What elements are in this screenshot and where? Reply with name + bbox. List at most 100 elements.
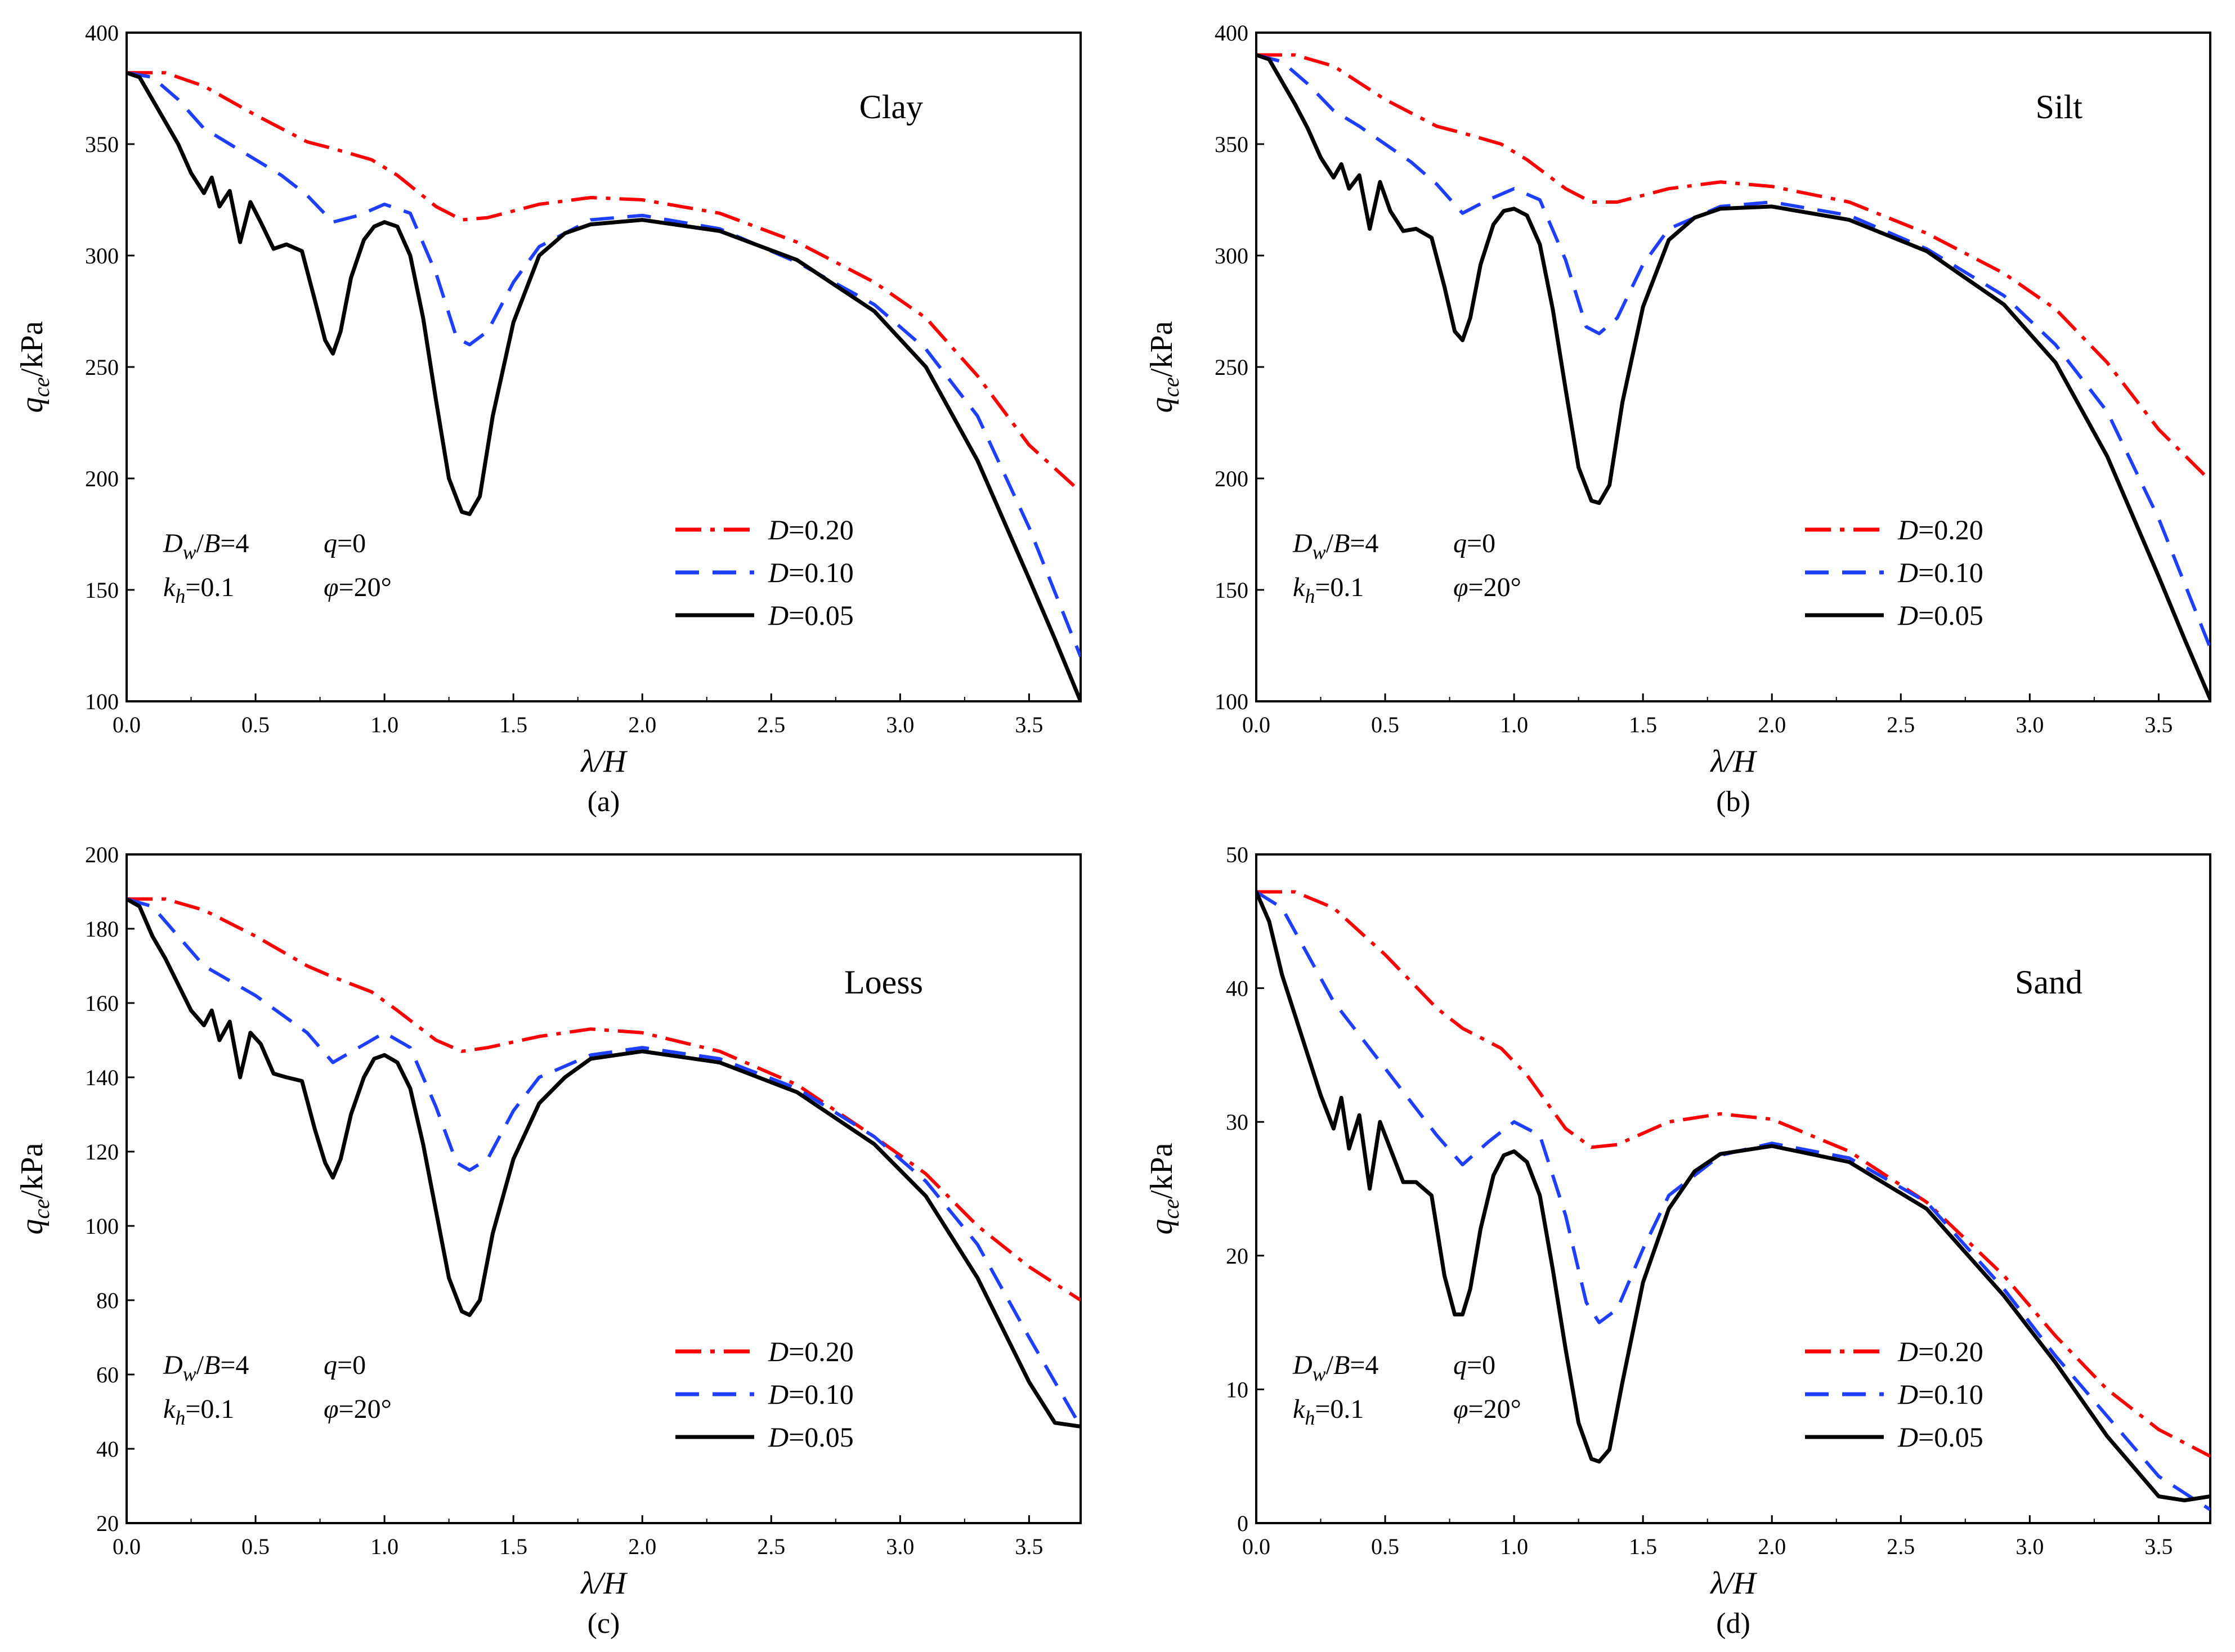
x-tick-label: 3.0 <box>2015 712 2044 737</box>
y-tick-label: 80 <box>96 1288 119 1313</box>
x-tick-label: 1.0 <box>370 1534 398 1559</box>
y-axis-label: qce/kPa <box>1144 321 1184 413</box>
x-tick-label: 2.0 <box>628 1534 656 1559</box>
y-tick-label: 40 <box>1226 976 1248 1001</box>
y-tick-label: 400 <box>1215 20 1248 46</box>
x-tick-label: 2.0 <box>1758 712 1786 737</box>
y-tick-label: 0 <box>1237 1511 1248 1536</box>
y-tick-label: 180 <box>85 916 119 942</box>
x-axis-label: λ/H <box>580 744 628 779</box>
annotation-text: kh=0.1 <box>1293 1394 1364 1429</box>
annotation-text: kh=0.1 <box>163 1394 234 1429</box>
panel-a: 0.0 0.5 1.0 1.5 2.0 2.5 3.0 3.5 100 150 200 250 300 3… <box>15 20 1082 818</box>
series-group <box>1256 890 2210 1511</box>
y-tick-label: 100 <box>1215 689 1248 714</box>
series-line-d-0-20 <box>127 897 1081 1302</box>
legend-label: D=0.20 <box>768 1336 854 1367</box>
series-line-d-0-20 <box>127 71 1081 494</box>
annotation-text: q=0 <box>324 529 366 558</box>
x-axis-label: λ/H <box>1709 744 1757 779</box>
x-tick-label: 3.0 <box>2015 1534 2044 1559</box>
legend-label: D=0.10 <box>768 1378 854 1410</box>
y-axis-label: qce/kPa <box>15 1143 54 1234</box>
x-tick-label: 2.5 <box>757 712 785 737</box>
series-line-d-0-10 <box>127 897 1081 1427</box>
y-axis-label: qce/kPa <box>15 321 54 413</box>
y-tick-label: 100 <box>85 1214 119 1239</box>
panel-d: 0.0 0.5 1.0 1.5 2.0 2.5 3.0 3.5 0 10 20 30 40 50 λ/H qc… <box>1144 842 2211 1640</box>
x-tick-label: 2.5 <box>1887 712 1915 737</box>
annotation-text: φ=20° <box>1453 1394 1521 1424</box>
y-tick-label: 200 <box>1215 466 1248 491</box>
panel-caption: (d) <box>1716 1608 1750 1640</box>
annotation-text: Dw/B=4 <box>1292 1350 1378 1385</box>
soil-label: Sand <box>2015 964 2082 1001</box>
legend-label: D=0.10 <box>1897 1378 1983 1410</box>
y-tick-label: 300 <box>85 243 119 268</box>
x-axis-label: λ/H <box>1709 1566 1757 1601</box>
annotation-text: q=0 <box>1453 529 1495 558</box>
x-tick-label: 0.0 <box>1242 712 1270 737</box>
x-tick-label: 3.5 <box>1015 712 1043 737</box>
y-axis-label: qce/kPa <box>1144 1143 1184 1234</box>
annotation-text: Dw/B=4 <box>163 1350 249 1385</box>
plot-frame <box>1255 853 2211 1524</box>
panel-c: 0.0 0.5 1.0 1.5 2.0 2.5 3.0 3.5 20 40 60 80 100 120 14… <box>15 842 1082 1640</box>
series-line-d-0-20 <box>1256 53 2210 482</box>
y-tick-label: 120 <box>85 1139 119 1165</box>
y-tick-label: 200 <box>85 842 119 867</box>
legend-label: D=0.05 <box>768 1421 854 1453</box>
soil-label: Loess <box>844 964 923 1001</box>
series-line-d-0-20 <box>1256 890 2210 1458</box>
legend-label: D=0.05 <box>768 599 854 631</box>
y-tick-label: 40 <box>96 1436 119 1462</box>
x-tick-label: 0.5 <box>241 1534 270 1559</box>
series-line-d-0-10 <box>1256 890 2210 1511</box>
legend-label: D=0.10 <box>768 557 854 588</box>
series-line-d-0-05 <box>127 70 1081 701</box>
x-tick-label: 0.0 <box>1242 1534 1270 1559</box>
series-line-d-0-10 <box>1256 53 2210 649</box>
y-tick-label: 150 <box>85 577 119 603</box>
y-tick-label: 60 <box>96 1362 119 1387</box>
panel-b: 0.0 0.5 1.0 1.5 2.0 2.5 3.0 3.5 100 150 200 250 300 3… <box>1144 20 2211 818</box>
legend-label: D=0.05 <box>1897 599 1983 631</box>
legend-label: D=0.20 <box>768 514 854 545</box>
x-tick-label: 1.5 <box>499 1534 527 1559</box>
y-tick-label: 20 <box>1226 1243 1248 1269</box>
y-tick-label: 10 <box>1226 1377 1248 1402</box>
y-tick-label: 350 <box>85 132 119 157</box>
y-tick-label: 160 <box>85 991 119 1016</box>
annotation-text: kh=0.1 <box>163 572 234 607</box>
x-tick-label: 1.0 <box>370 712 398 737</box>
plot-frame <box>1255 32 2211 702</box>
y-tick-label: 150 <box>1215 577 1248 603</box>
y-tick-label: 400 <box>85 20 119 46</box>
x-tick-label: 0.5 <box>1371 1534 1399 1559</box>
x-tick-label: 3.5 <box>2144 712 2173 737</box>
y-tick-label: 250 <box>1215 355 1248 380</box>
x-tick-label: 2.0 <box>628 712 656 737</box>
soil-label: Silt <box>2036 88 2083 126</box>
y-tick-label: 30 <box>1226 1109 1248 1135</box>
annotation-text: q=0 <box>1453 1350 1495 1380</box>
annotation-text: Dw/B=4 <box>1292 529 1378 563</box>
legend-label: D=0.05 <box>1897 1421 1983 1453</box>
panel-caption: (c) <box>588 1608 620 1640</box>
x-tick-label: 3.0 <box>886 712 914 737</box>
y-tick-label: 250 <box>85 355 119 380</box>
x-tick-label: 1.5 <box>1629 1534 1657 1559</box>
x-tick-label: 1.0 <box>1500 712 1528 737</box>
y-tick-label: 100 <box>85 689 119 714</box>
series-line-d-0-05 <box>1256 53 2210 701</box>
series-group <box>127 897 1081 1429</box>
series-line-d-0-05 <box>127 897 1081 1429</box>
x-tick-label: 3.0 <box>886 1534 914 1559</box>
x-axis-label: λ/H <box>580 1566 628 1601</box>
annotation-text: kh=0.1 <box>1293 572 1364 607</box>
x-tick-label: 0.5 <box>241 712 270 737</box>
y-tick-label: 140 <box>85 1065 119 1090</box>
x-tick-label: 2.5 <box>757 1534 785 1559</box>
legend-label: D=0.10 <box>1897 557 1983 588</box>
